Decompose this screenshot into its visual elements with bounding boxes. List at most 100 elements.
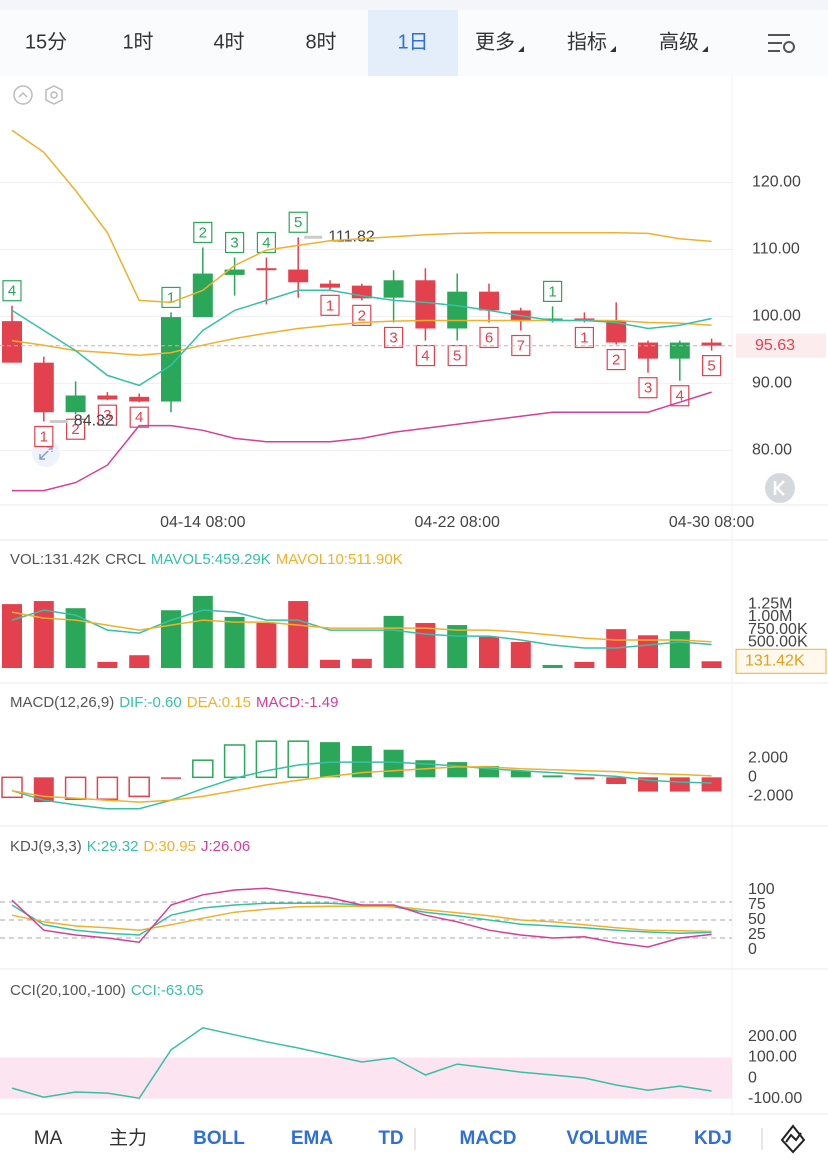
indicator-tab[interactable]: EMA [291, 1128, 334, 1149]
candle-body [638, 342, 658, 359]
y-tick-label: -2.000 [748, 788, 793, 805]
td-count: 1 [548, 283, 556, 300]
indicator-tab[interactable]: KDJ [694, 1128, 732, 1149]
td-box [2, 280, 22, 302]
candle-body [33, 362, 54, 413]
candle-body [224, 269, 245, 275]
volume-bar [479, 636, 499, 668]
settings-icon[interactable] [768, 34, 795, 53]
volume-bar [161, 610, 181, 668]
indicator-tab[interactable]: MACD [460, 1128, 517, 1149]
td-count: 4 [421, 348, 429, 365]
td-box [288, 211, 308, 233]
volume-bar [288, 601, 309, 668]
td-box [701, 355, 722, 377]
legend-entry: VOL:131.42K [10, 551, 100, 568]
td-box [384, 326, 404, 349]
volume-bar [129, 655, 150, 668]
candle-body [447, 291, 468, 329]
volume-bar [256, 623, 277, 668]
legend-entry: MAVOL5:459.29K [151, 551, 271, 568]
legend-entry: KDJ(9,3,3) [10, 838, 82, 855]
legend-entry: D:30.95 [143, 838, 196, 855]
indicator-tab[interactable]: MA [34, 1128, 63, 1149]
current-value-box [735, 648, 827, 674]
indicator-line [12, 391, 712, 492]
indicator-tab[interactable]: TD [378, 1128, 403, 1149]
current-value-label: 131.42K [745, 653, 805, 670]
candle-body [574, 318, 595, 321]
td-count: 3 [389, 329, 397, 346]
candle-body [97, 395, 118, 400]
indicator-tab[interactable]: 主力 [109, 1127, 147, 1149]
timeframe-tab[interactable]: 4时 [213, 30, 244, 53]
indicator-tab[interactable]: BOLL [193, 1128, 245, 1149]
volume-bar [574, 661, 595, 668]
current-value-label: 95.63 [755, 337, 795, 354]
td-box [65, 418, 86, 440]
y-tick-label: 120.00 [752, 174, 801, 191]
candle-body [415, 280, 436, 329]
macd-bar [287, 740, 309, 779]
indicator-tab[interactable]: VOLUME [566, 1128, 647, 1149]
cci-band [0, 1057, 732, 1099]
dropdown-marker [610, 46, 616, 52]
td-box [34, 425, 54, 448]
legend-entry: MAVOL10:511.90K [276, 551, 403, 568]
td-count: 2 [199, 224, 207, 241]
td-box [574, 326, 595, 349]
timeframe-tab[interactable]: 15分 [25, 30, 67, 53]
bottom-bar [0, 1114, 828, 1164]
legend-entry: MACD:-1.49 [256, 694, 339, 711]
timeframe-tab[interactable]: 更多 [475, 30, 515, 53]
candle-body [669, 342, 690, 359]
y-tick-label: 0 [748, 941, 757, 958]
timeframe-tab[interactable]: 高级 [659, 30, 699, 53]
macd-bar [510, 770, 531, 778]
candle-body [256, 268, 277, 271]
indicator-line [11, 766, 712, 803]
legend-entry: J:26.06 [201, 838, 250, 855]
td-box [97, 404, 118, 426]
macd-bar [542, 775, 563, 778]
y-tick-label: 100 [748, 881, 775, 898]
y-tick-label: 1.00M [748, 608, 792, 625]
volume-bar [542, 664, 563, 668]
y-tick-label: 110.00 [752, 241, 800, 258]
indicator-line [11, 289, 712, 387]
y-tick-label: 2.000 [748, 750, 788, 767]
td-count: 3 [644, 380, 652, 397]
extreme-label: 84.32 [74, 413, 114, 430]
timeframe-tab[interactable]: 1日 [397, 31, 428, 53]
td-box [129, 406, 149, 428]
y-tick-label: -100.00 [748, 1090, 802, 1107]
td-count: 3 [230, 234, 238, 251]
y-tick-label: 1.25M [748, 595, 792, 612]
macd-bar [192, 759, 214, 779]
candle-body [161, 317, 181, 402]
macd-bar [701, 777, 722, 792]
timeframe-tab[interactable]: 指标 [567, 30, 607, 53]
y-tick-label: 500.00K [748, 634, 808, 651]
draw-tool-icon[interactable] [780, 1124, 806, 1154]
y-tick-label: 75 [748, 896, 766, 913]
indicator-line [11, 905, 712, 933]
candle-body [383, 280, 404, 298]
volume-bar [415, 623, 436, 668]
legend-entry: CCI(20,100,-100) [10, 982, 126, 999]
td-count: 2 [358, 307, 366, 324]
y-tick-label: 0 [748, 769, 757, 786]
volume-bar [638, 635, 658, 668]
macd-bar [383, 749, 404, 778]
timeframe-tab[interactable]: 8时 [305, 30, 336, 53]
collapse-icons[interactable] [13, 85, 63, 105]
indicator-line [11, 129, 712, 304]
reset-button[interactable] [765, 473, 795, 503]
candle-body [288, 269, 309, 283]
td-count: 4 [676, 388, 684, 405]
candle-body [192, 273, 213, 318]
macd-bar [447, 762, 468, 778]
timeframe-tab[interactable]: 1时 [122, 30, 153, 53]
